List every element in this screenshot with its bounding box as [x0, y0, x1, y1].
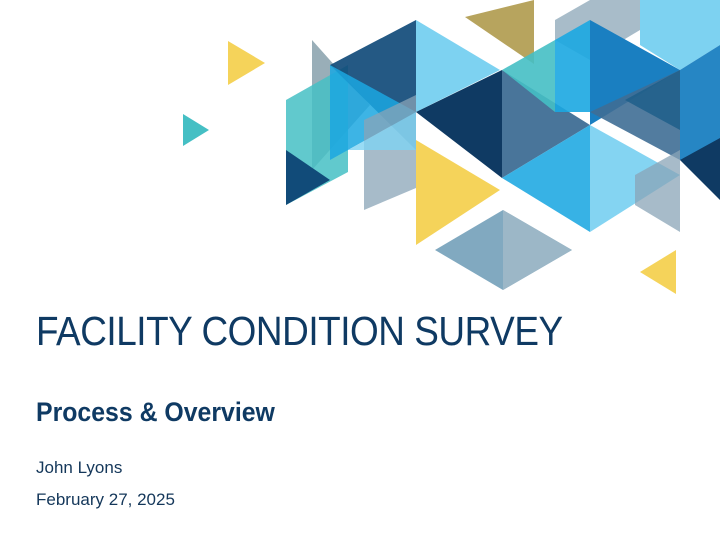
navy-triangle-center — [416, 70, 502, 178]
teal-triangle-small — [183, 114, 209, 146]
presentation-date: February 27, 2025 — [36, 490, 175, 509]
slate-triangle-bottom — [503, 210, 572, 290]
slide-title: FACILITY CONDITION SURVEY — [36, 308, 563, 354]
bright-blue-triangle-left — [330, 65, 416, 160]
slide-subtitle: Process & Overview — [36, 397, 275, 427]
yellow-triangle-small — [228, 41, 265, 85]
sky-blue-panel-top-right — [640, 0, 720, 70]
sky-blue-triangle-top — [416, 20, 500, 112]
light-blue-triangle-center — [348, 112, 416, 150]
presenter-name: John Lyons — [36, 458, 123, 477]
yellow-triangle-right — [640, 250, 676, 294]
yellow-triangle-large — [416, 140, 500, 245]
navy-triangle-bottom-left — [286, 150, 330, 205]
slate-panel-lower-right — [635, 150, 680, 232]
bright-blue-panel-right — [555, 20, 590, 112]
geometric-triangle-artwork — [183, 0, 720, 294]
mid-blue-triangle-right — [590, 20, 680, 125]
olive-triangle — [465, 0, 534, 64]
navy-triangle-far-right — [680, 138, 720, 200]
dark-blue-triangle-right — [625, 70, 680, 130]
steel-blue-triangle — [502, 70, 590, 178]
bright-blue-triangle-lower — [502, 125, 590, 232]
teal-triangle-right — [502, 40, 555, 112]
